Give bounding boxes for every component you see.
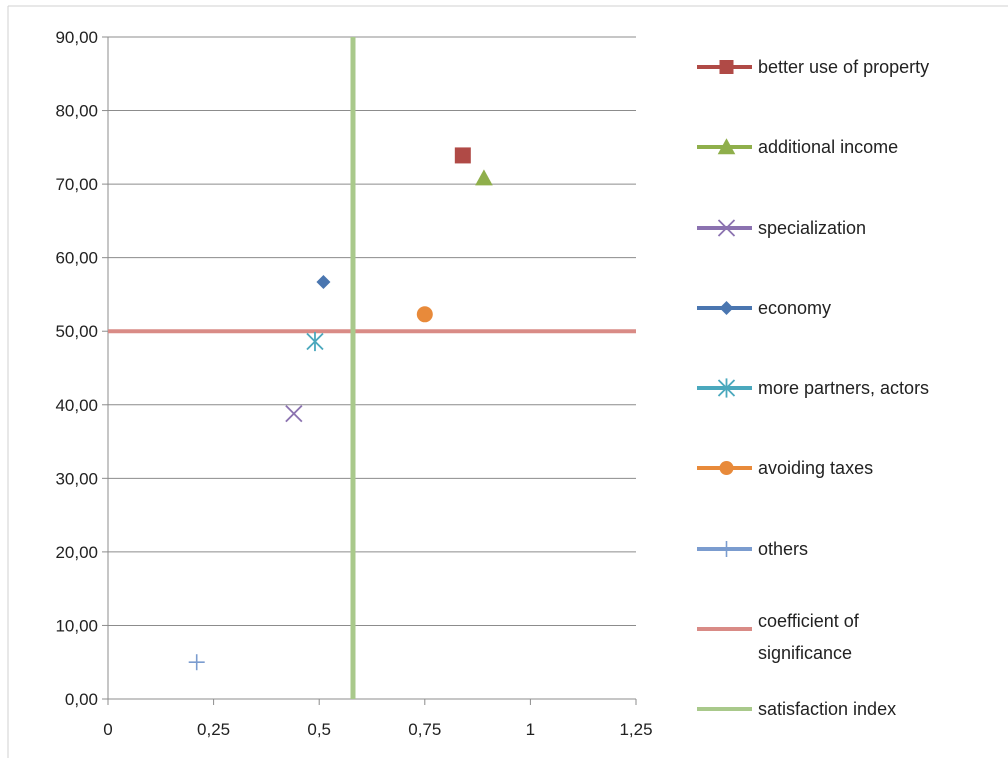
point-avoiding-taxes	[416, 306, 433, 323]
legend-item-additional-income: additional income	[697, 137, 898, 157]
legend-item-coefficient-of-significance: coefficient of significance	[697, 611, 860, 663]
point-specialization-stroke	[285, 404, 303, 423]
legend-marker	[719, 461, 734, 475]
x-tick-label: 0	[103, 720, 112, 739]
legend-label: additional income	[758, 137, 898, 157]
legend-label: satisfaction index	[758, 699, 896, 719]
legend-item-satisfaction-index: satisfaction index	[697, 699, 896, 719]
legend-item-better-use-of-property: better use of property	[697, 57, 929, 77]
legend-item-more-partners-actors: more partners, actors	[697, 378, 929, 398]
y-tick-label: 60,00	[55, 249, 98, 268]
legend-marker	[717, 378, 736, 398]
legend: better use of property additional income s…	[697, 57, 929, 719]
legend-marker	[718, 541, 735, 557]
y-tick-label: 90,00	[55, 28, 98, 47]
y-tick-label: 70,00	[55, 175, 98, 194]
point-economy	[316, 274, 331, 289]
legend-marker	[719, 60, 734, 74]
legend-item-others: others	[697, 539, 808, 559]
data-points	[188, 147, 493, 671]
legend-marker	[717, 219, 736, 237]
legend-item-economy: economy	[697, 298, 831, 318]
y-tick-label: 30,00	[55, 469, 98, 488]
reference-lines	[108, 37, 636, 699]
legend-item-avoiding-taxes: avoiding taxes	[697, 458, 873, 478]
x-tick-label: 0,75	[408, 720, 441, 739]
x-tick-label: 1	[526, 720, 535, 739]
y-tick-label: 80,00	[55, 102, 98, 121]
y-tick-label: 20,00	[55, 543, 98, 562]
legend-label: economy	[758, 298, 831, 318]
legend-label: specialization	[758, 218, 866, 238]
point-additional-income	[475, 169, 493, 186]
y-tick-label: 50,00	[55, 322, 98, 341]
legend-label: others	[758, 539, 808, 559]
point-others	[188, 654, 205, 671]
y-tick-label: 0,00	[65, 690, 98, 709]
legend-marker	[719, 301, 734, 315]
legend-label: coefficient of	[758, 611, 860, 631]
x-tick-label: 0,25	[197, 720, 230, 739]
point-specialization	[285, 404, 303, 423]
legend-label: avoiding taxes	[758, 458, 873, 478]
legend-label: more partners, actors	[758, 378, 929, 398]
legend-label-continued: significance	[758, 643, 852, 663]
legend-marker-stroke	[717, 219, 736, 237]
point-more-partners-actors	[306, 331, 324, 352]
axes: 0,00 10,00 20,00 30,00 40,00 50,00 60,00 70,00 8…	[55, 28, 652, 739]
legend-marker	[717, 138, 736, 155]
y-tick-label: 40,00	[55, 396, 98, 415]
x-tick-label: 0,5	[307, 720, 331, 739]
legend-label: better use of property	[758, 57, 929, 77]
point-better-use-of-property	[454, 147, 471, 164]
x-tick-label: 1,25	[619, 720, 652, 739]
y-tick-label: 10,00	[55, 616, 98, 635]
legend-item-specialization: specialization	[697, 218, 866, 238]
